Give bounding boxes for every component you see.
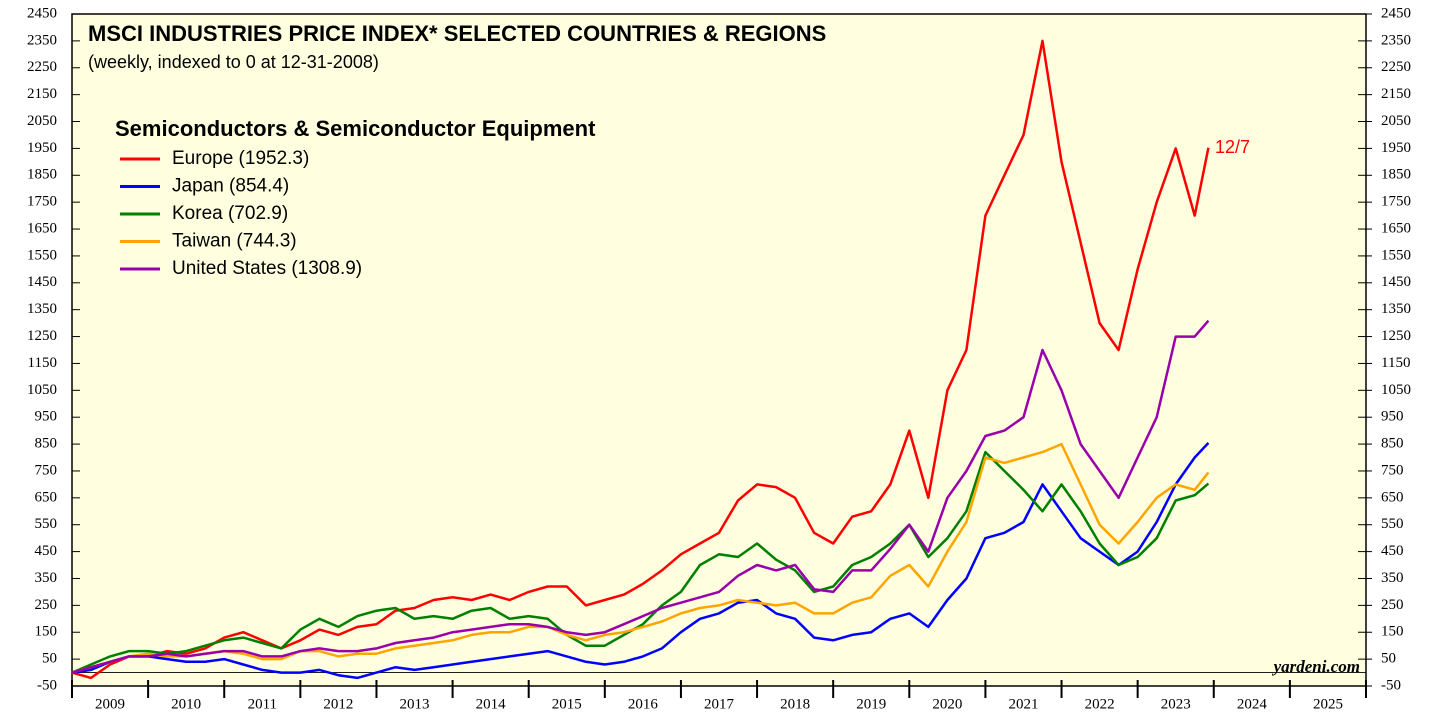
y2-tick-label: 1150 xyxy=(1381,355,1410,371)
y2-tick-label: -50 xyxy=(1381,677,1401,693)
watermark: yardeni.com xyxy=(1272,657,1360,676)
y2-tick-label: 750 xyxy=(1381,462,1404,478)
y-tick-label: 550 xyxy=(35,516,58,532)
y2-tick-label: 50 xyxy=(1381,651,1396,667)
y-tick-label: 1050 xyxy=(27,382,57,398)
y2-tick-label: 1350 xyxy=(1381,301,1411,317)
y-tick-label: 1450 xyxy=(27,274,57,290)
y2-tick-label: 1750 xyxy=(1381,194,1411,210)
y-tick-label: 1750 xyxy=(27,194,57,210)
y2-tick-label: 250 xyxy=(1381,597,1404,613)
y-tick-label: -50 xyxy=(37,677,57,693)
chart-subtitle: (weekly, indexed to 0 at 12-31-2008) xyxy=(88,52,379,72)
y-tick-label: 2050 xyxy=(27,113,57,129)
x-tick-label: 2016 xyxy=(628,696,659,712)
x-tick-label: 2010 xyxy=(171,696,201,712)
y-tick-label: 950 xyxy=(35,409,58,425)
y-tick-label: 750 xyxy=(35,462,58,478)
y-tick-label: 2150 xyxy=(27,86,57,102)
series-line xyxy=(71,450,1210,674)
x-tick-label: 2021 xyxy=(1008,696,1038,712)
y2-tick-label: 350 xyxy=(1381,570,1404,586)
legend-label: Korea (702.9) xyxy=(172,203,288,224)
x-tick-label: 2013 xyxy=(400,696,430,712)
x-tick-label: 2015 xyxy=(552,696,582,712)
y2-tick-label: 850 xyxy=(1381,436,1404,452)
y2-tick-label: 1550 xyxy=(1381,247,1411,263)
y2-tick-label: 1250 xyxy=(1381,328,1411,344)
y2-tick-label: 550 xyxy=(1381,516,1404,532)
y-tick-label: 1250 xyxy=(27,328,57,344)
y2-tick-label: 950 xyxy=(1381,409,1404,425)
y-tick-label: 150 xyxy=(35,624,58,640)
legend-label: Japan (854.4) xyxy=(172,176,289,197)
y2-tick-label: 2150 xyxy=(1381,86,1411,102)
x-tick-label: 2025 xyxy=(1313,696,1343,712)
x-tick-label: 2020 xyxy=(932,696,962,712)
y-tick-label: 350 xyxy=(35,570,58,586)
x-tick-label: 2022 xyxy=(1085,696,1115,712)
y-tick-label: 650 xyxy=(35,489,58,505)
x-tick-label: 2011 xyxy=(248,696,277,712)
y-tick-label: 50 xyxy=(42,651,57,667)
x-tick-label: 2018 xyxy=(780,696,810,712)
y2-tick-label: 1950 xyxy=(1381,140,1411,156)
annotation: 12/7 xyxy=(1215,137,1250,157)
y2-tick-label: 1050 xyxy=(1381,382,1411,398)
y-tick-label: 1650 xyxy=(27,220,57,236)
y2-tick-label: 1450 xyxy=(1381,274,1411,290)
y-tick-label: 1850 xyxy=(27,167,57,183)
y-tick-label: 2450 xyxy=(27,5,57,21)
y2-tick-label: 1650 xyxy=(1381,220,1411,236)
y-tick-label: 1150 xyxy=(28,355,57,371)
plot-area xyxy=(71,13,1367,687)
series-line xyxy=(71,442,1210,680)
series-line xyxy=(71,39,1210,680)
y2-tick-label: 2450 xyxy=(1381,5,1411,21)
x-tick-label: 2017 xyxy=(704,696,735,712)
y-tick-label: 1350 xyxy=(27,301,57,317)
x-tick-label: 2009 xyxy=(95,696,125,712)
y2-tick-label: 2250 xyxy=(1381,59,1411,75)
chart-title: MSCI INDUSTRIES PRICE INDEX* SELECTED CO… xyxy=(88,21,826,46)
y2-tick-label: 2350 xyxy=(1381,32,1411,48)
x-tick-label: 2023 xyxy=(1161,696,1191,712)
y2-tick-label: 650 xyxy=(1381,489,1404,505)
series-line xyxy=(71,442,1210,674)
x-tick-label: 2019 xyxy=(856,696,886,712)
y-tick-label: 850 xyxy=(35,436,58,452)
x-tick-label: 2012 xyxy=(323,696,353,712)
x-tick-label: 2014 xyxy=(476,696,507,712)
legend-label: Europe (1952.3) xyxy=(172,148,309,169)
y-tick-label: 250 xyxy=(35,597,58,613)
legend-label: United States (1308.9) xyxy=(172,258,362,279)
series-line xyxy=(71,319,1210,674)
y-tick-label: 2250 xyxy=(27,59,57,75)
y-tick-label: 1550 xyxy=(27,247,57,263)
legend-label: Taiwan (744.3) xyxy=(172,231,297,252)
y2-tick-label: 2050 xyxy=(1381,113,1411,129)
y-tick-label: 2350 xyxy=(27,32,57,48)
y-tick-label: 450 xyxy=(35,543,58,559)
legend-title: Semiconductors & Semiconductor Equipment xyxy=(115,116,596,141)
y-tick-label: 1950 xyxy=(27,140,57,156)
y2-tick-label: 450 xyxy=(1381,543,1404,559)
y2-tick-label: 1850 xyxy=(1381,167,1411,183)
y2-tick-label: 150 xyxy=(1381,624,1404,640)
x-tick-label: 2024 xyxy=(1237,696,1268,712)
